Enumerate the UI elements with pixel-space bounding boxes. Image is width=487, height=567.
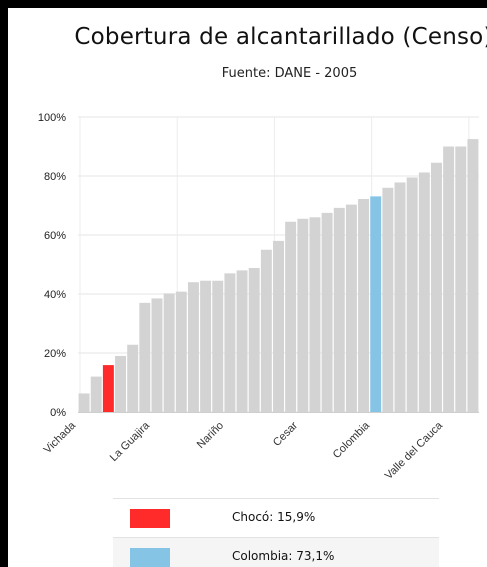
bar xyxy=(467,139,479,412)
legend-swatch-choco xyxy=(130,509,170,528)
bar xyxy=(163,293,175,412)
bar xyxy=(273,240,284,412)
bar-chart: 0% 20% 40% 60% 80% 100% Vichada La Guajira Nariñ… xyxy=(38,112,479,482)
bar xyxy=(309,217,321,412)
legend-item-colombia[interactable]: Colombia: 73,1% xyxy=(113,537,439,567)
y-tick-label: 60% xyxy=(44,230,66,242)
legend-item-choco[interactable]: Chocó: 15,9% xyxy=(113,498,439,537)
bar xyxy=(127,344,139,412)
y-tick-label: 80% xyxy=(44,171,66,183)
bar xyxy=(78,393,90,412)
bar xyxy=(236,270,248,412)
y-tick-label: 20% xyxy=(44,348,66,360)
bar xyxy=(200,280,212,412)
bar xyxy=(90,376,102,412)
bar xyxy=(175,291,187,412)
y-tick-label: 100% xyxy=(38,112,66,124)
chart-frame: Cobertura de alcantarillado (Censo) Fuen… xyxy=(8,8,487,567)
bar xyxy=(115,355,127,412)
bar xyxy=(358,199,370,412)
bar xyxy=(285,221,297,412)
bar xyxy=(418,172,430,412)
bar xyxy=(430,162,442,412)
y-tick-label: 40% xyxy=(44,289,66,301)
bar xyxy=(187,282,199,412)
bar xyxy=(321,212,333,412)
bar xyxy=(248,268,260,412)
bar xyxy=(260,249,272,412)
bar xyxy=(333,207,345,412)
bar xyxy=(455,146,467,412)
y-tick-label: 0% xyxy=(50,407,66,419)
x-tick-label: La Guajira xyxy=(108,419,153,464)
bar xyxy=(394,182,406,412)
chart-title: Cobertura de alcantarillado (Censo) xyxy=(74,24,487,50)
bar xyxy=(139,302,151,412)
chart-subtitle: Fuente: DANE - 2005 xyxy=(221,66,358,81)
legend-label-colombia: Colombia: 73,1% xyxy=(232,549,335,563)
legend-swatch-colombia xyxy=(130,548,170,567)
bar xyxy=(382,187,394,412)
bar xyxy=(102,365,114,412)
x-tick-label: Valle del Cauca xyxy=(383,419,446,482)
x-tick-label: Vichada xyxy=(42,419,79,456)
bar xyxy=(212,280,224,412)
legend-label-choco: Chocó: 15,9% xyxy=(232,510,316,524)
bar xyxy=(345,204,357,412)
x-tick-label: Colombia xyxy=(331,419,373,461)
bar xyxy=(151,298,163,412)
legend: Chocó: 15,9% Colombia: 73,1% xyxy=(113,498,439,567)
bar xyxy=(224,273,236,412)
bar xyxy=(297,218,309,412)
x-tick-label: Nariño xyxy=(195,420,226,451)
x-tick-label: Cesar xyxy=(271,419,300,448)
bar xyxy=(406,177,418,412)
bar xyxy=(443,146,455,412)
bar xyxy=(370,196,382,412)
